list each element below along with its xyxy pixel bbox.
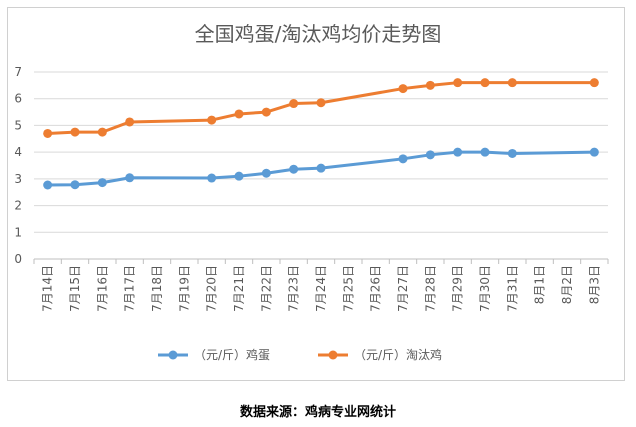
data-point bbox=[480, 147, 490, 157]
x-tick-label: 8月3日 bbox=[587, 265, 601, 304]
data-point bbox=[261, 168, 271, 178]
legend-marker bbox=[328, 350, 338, 360]
y-tick-label: 7 bbox=[14, 65, 22, 79]
x-tick-label: 7月31日 bbox=[505, 265, 519, 312]
data-point bbox=[507, 148, 517, 158]
legend-marker bbox=[168, 350, 178, 360]
data-point bbox=[425, 150, 435, 160]
data-point bbox=[70, 180, 80, 190]
x-tick-label: 7月24日 bbox=[314, 265, 328, 312]
data-point bbox=[97, 127, 107, 137]
x-tick-label: 7月30日 bbox=[478, 265, 492, 312]
x-tick-label: 7月23日 bbox=[287, 265, 301, 312]
data-point bbox=[480, 78, 490, 88]
line-chart: 0 1 2 3 4 5 6 7 7月14日 7月15日 7月16日 7月17日 7月18日 7月19日 7月… bbox=[14, 65, 609, 362]
data-point bbox=[589, 78, 599, 88]
data-point bbox=[207, 173, 217, 183]
data-point bbox=[43, 128, 53, 138]
data-point bbox=[398, 154, 408, 164]
data-point bbox=[316, 163, 326, 173]
data-point bbox=[125, 117, 135, 127]
x-tick-label: 7月27日 bbox=[396, 265, 410, 312]
x-tick-label: 8月2日 bbox=[560, 265, 574, 304]
x-tick-label: 7月28日 bbox=[423, 265, 437, 312]
x-tick-label: 7月20日 bbox=[205, 265, 219, 312]
data-point bbox=[453, 78, 463, 88]
y-tick-label: 0 bbox=[14, 252, 22, 266]
x-tick-label: 7月16日 bbox=[95, 265, 109, 312]
x-tick-label: 7月25日 bbox=[341, 265, 355, 312]
y-tick-label: 2 bbox=[14, 199, 22, 213]
x-tick-label: 7月22日 bbox=[259, 265, 273, 312]
x-tick-label: 8月1日 bbox=[533, 265, 547, 304]
data-point bbox=[507, 78, 517, 88]
x-tick-label: 7月17日 bbox=[123, 265, 137, 312]
y-tick-label: 6 bbox=[14, 92, 22, 106]
x-tick-label: 7月14日 bbox=[41, 265, 55, 312]
data-point bbox=[261, 107, 271, 117]
y-tick-label: 3 bbox=[14, 172, 22, 186]
x-tick-label: 7月26日 bbox=[369, 265, 383, 312]
data-point bbox=[234, 171, 244, 181]
y-tick-label: 1 bbox=[14, 225, 22, 239]
data-point bbox=[97, 178, 107, 188]
data-point bbox=[425, 80, 435, 90]
data-point bbox=[234, 109, 244, 119]
x-tick-label: 7月21日 bbox=[232, 265, 246, 312]
data-point bbox=[453, 147, 463, 157]
y-tick-label: 4 bbox=[14, 145, 22, 159]
chart-frame bbox=[7, 7, 625, 381]
legend-label: （元/斤）淘汰鸡 bbox=[354, 347, 442, 362]
source-note: 数据来源：鸡病专业网统计 bbox=[239, 405, 396, 420]
x-tick-label: 7月18日 bbox=[150, 265, 164, 312]
data-point bbox=[589, 147, 599, 157]
data-point bbox=[289, 164, 299, 174]
data-point bbox=[398, 84, 408, 94]
x-tick-label: 7月29日 bbox=[451, 265, 465, 312]
y-tick-label: 5 bbox=[14, 118, 22, 132]
x-tick-label: 7月19日 bbox=[177, 265, 191, 312]
legend-label: （元/斤）鸡蛋 bbox=[194, 347, 270, 362]
chart-title: 全国鸡蛋/淘汰鸡均价走势图 bbox=[194, 22, 442, 46]
data-point bbox=[316, 98, 326, 108]
data-point bbox=[43, 180, 53, 190]
x-tick-label: 7月15日 bbox=[68, 265, 82, 312]
data-point bbox=[289, 99, 299, 109]
data-point bbox=[207, 115, 217, 125]
data-point bbox=[70, 127, 80, 137]
data-point bbox=[125, 173, 135, 183]
